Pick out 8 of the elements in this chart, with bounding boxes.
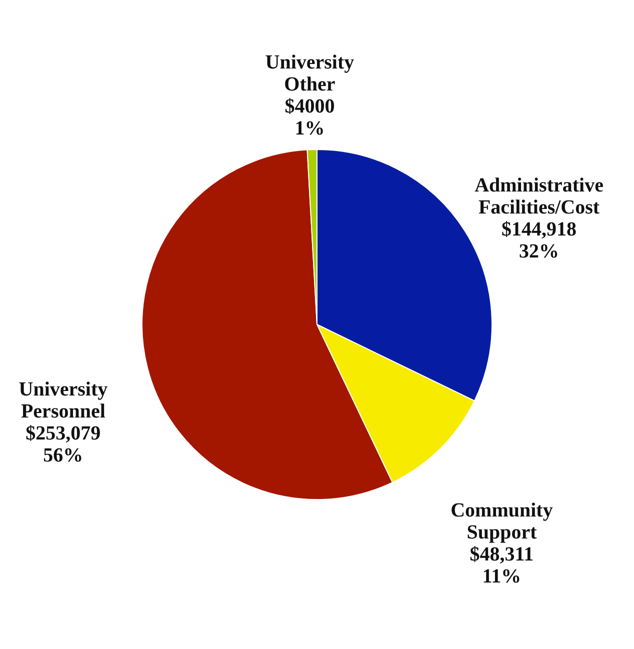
- slice-label: Community Support: [450, 499, 553, 544]
- data-label: $253,079 56%: [26, 422, 101, 466]
- slice-label: University Other: [265, 52, 354, 96]
- slice-label: University Personnel: [18, 378, 108, 422]
- data-label: $48,311 11%: [470, 543, 534, 588]
- data-label: $4000 1%: [284, 96, 335, 140]
- data-label: $144,918 32%: [502, 218, 577, 262]
- slice-label: Administrative Facilities/Cost: [474, 174, 604, 218]
